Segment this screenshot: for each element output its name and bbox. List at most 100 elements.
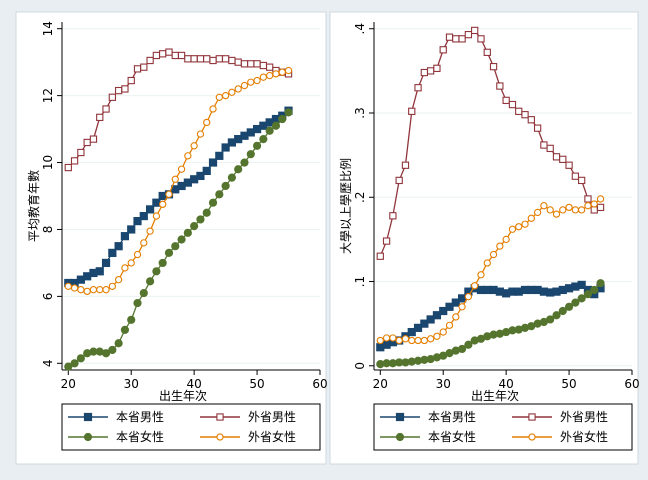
data-point (120, 232, 130, 241)
data-point (271, 121, 281, 130)
data-point (439, 306, 448, 316)
data-point (203, 118, 211, 127)
data-point (208, 158, 218, 167)
data-point (565, 161, 573, 169)
data-point (64, 362, 73, 371)
data-point (559, 206, 567, 214)
legend-label: 外省女性 (560, 429, 608, 444)
data-point (445, 33, 454, 41)
data-point (528, 433, 536, 441)
x-tick-label: 20 (61, 377, 76, 391)
data-point (395, 432, 405, 442)
data-point (420, 319, 429, 328)
data-point (114, 339, 123, 348)
data-point (408, 107, 416, 115)
data-point (445, 321, 454, 329)
data-point (395, 176, 403, 185)
data-point (414, 336, 422, 345)
data-point (184, 152, 192, 160)
data-point (133, 250, 142, 259)
legend-label: 本省女性 (116, 429, 164, 444)
data-point (533, 124, 542, 132)
data-point (146, 227, 154, 235)
data-point (127, 315, 136, 324)
data-point (284, 66, 293, 75)
data-point (108, 93, 116, 101)
data-point (414, 84, 422, 92)
legend-box (373, 403, 633, 451)
data-point (190, 142, 198, 150)
data-point (483, 48, 491, 56)
data-point (139, 288, 148, 298)
data-point (209, 105, 217, 113)
data-point (577, 280, 586, 289)
data-point (426, 315, 435, 324)
data-point (152, 212, 161, 220)
data-point (496, 82, 504, 90)
data-point (552, 311, 561, 320)
data-point (464, 293, 473, 301)
data-point (114, 86, 123, 95)
data-point (439, 328, 447, 336)
data-point (496, 242, 504, 250)
data-point (578, 176, 586, 185)
data-point (227, 173, 237, 182)
data-point (464, 30, 473, 39)
data-point (546, 144, 554, 153)
y-tick-label: 10 (41, 155, 55, 170)
data-point (221, 143, 230, 152)
data-point (83, 138, 91, 147)
data-point (508, 225, 517, 233)
data-point (208, 198, 218, 207)
data-point (152, 198, 161, 207)
data-point (266, 63, 274, 71)
data-point (382, 237, 391, 245)
data-point (259, 73, 268, 81)
data-point (489, 250, 498, 259)
x-tick-label: 40 (499, 377, 514, 391)
data-point (477, 271, 485, 279)
data-point (240, 158, 249, 167)
data-point (420, 336, 428, 345)
series-4 (376, 195, 605, 345)
data-point (253, 76, 261, 85)
data-point (196, 55, 205, 63)
data-point (590, 200, 598, 208)
data-point (376, 336, 384, 345)
data-point (266, 71, 274, 80)
data-point (515, 107, 523, 115)
data-point (83, 287, 91, 296)
data-point (77, 286, 85, 294)
data-point (108, 248, 117, 257)
data-point (558, 306, 567, 316)
data-point (445, 302, 454, 311)
data-point (83, 412, 93, 422)
data-point (533, 208, 542, 217)
data-point (177, 235, 186, 244)
series-3 (376, 279, 605, 369)
legend-item: 外省男性 (512, 410, 608, 424)
data-point (451, 298, 460, 307)
legend-label: 本省男性 (116, 410, 164, 424)
data-point (70, 157, 79, 165)
data-point (583, 290, 593, 299)
data-point (540, 202, 548, 210)
data-point (120, 325, 130, 334)
data-point (571, 206, 580, 214)
data-point (114, 242, 123, 251)
data-point (216, 413, 224, 421)
data-point (590, 285, 599, 295)
data-point (401, 161, 410, 169)
data-point (253, 60, 261, 68)
data-point (540, 141, 548, 149)
data-point (108, 282, 116, 290)
data-point (578, 206, 586, 214)
data-point (577, 294, 586, 303)
data-point (528, 413, 536, 421)
data-point (228, 56, 236, 65)
y-tick-label: .2 (353, 192, 367, 203)
data-point (389, 212, 397, 220)
data-point (190, 222, 199, 231)
